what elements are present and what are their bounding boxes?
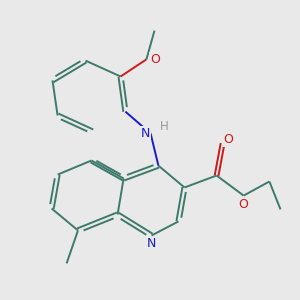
Text: O: O: [150, 53, 160, 66]
Text: O: O: [223, 133, 233, 146]
Text: N: N: [147, 237, 156, 250]
Text: N: N: [140, 127, 150, 140]
Text: H: H: [160, 120, 169, 134]
Text: O: O: [239, 197, 248, 211]
